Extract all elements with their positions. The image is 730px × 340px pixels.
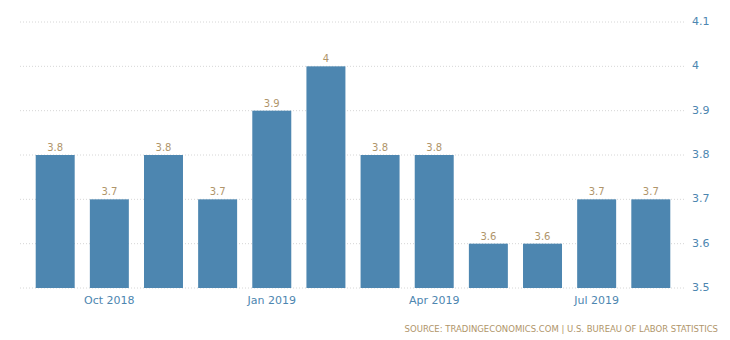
data-label: 3.7 (101, 186, 117, 197)
data-label: 3.7 (210, 186, 226, 197)
grid-line (20, 110, 686, 111)
data-label: 3.9 (264, 98, 280, 109)
bar (361, 155, 400, 288)
chart-container: 3.53.63.73.83.944.13.83.73.83.73.943.83.… (0, 0, 730, 340)
bar (36, 155, 75, 288)
data-label: 3.8 (372, 142, 388, 153)
x-tick-label: Oct 2018 (84, 294, 135, 307)
bar (577, 199, 616, 288)
data-label: 3.8 (426, 142, 442, 153)
data-label: 4 (323, 53, 329, 64)
grid (20, 22, 686, 288)
chart: 3.53.63.73.83.944.13.83.73.83.73.943.83.… (0, 0, 730, 340)
bar (469, 244, 508, 288)
y-tick-label: 4 (692, 59, 699, 72)
x-tick-label: Apr 2019 (409, 294, 460, 307)
bars (36, 66, 671, 288)
y-tick-label: 4.1 (692, 15, 710, 28)
bar (90, 199, 129, 288)
bar (252, 111, 291, 288)
data-label: 3.7 (589, 186, 605, 197)
x-tick-label: Jul 2019 (573, 294, 619, 307)
grid-line (20, 22, 686, 23)
bar (306, 66, 345, 288)
y-tick-label: 3.7 (692, 192, 710, 205)
bar (523, 244, 562, 288)
x-axis: Oct 2018 Jan 2019 Apr 2019 Jul 2019 (84, 294, 619, 307)
source-note: SOURCE: TRADINGECONOMICS.COM | U.S. BURE… (405, 324, 718, 334)
grid-line (20, 66, 686, 67)
grid-line (20, 155, 686, 156)
bar (144, 155, 183, 288)
data-label: 3.7 (643, 186, 659, 197)
y-tick-label: 3.5 (692, 281, 710, 294)
data-label: 3.8 (47, 142, 63, 153)
y-axis: 3.5 3.6 3.7 3.8 3.9 4 4.1 (692, 15, 710, 294)
y-tick-label: 3.8 (692, 148, 710, 161)
y-tick-label: 3.6 (692, 237, 710, 250)
data-label: 3.6 (535, 231, 551, 242)
bar (631, 199, 670, 288)
x-tick-label: Jan 2019 (247, 294, 296, 307)
bar (415, 155, 454, 288)
data-label: 3.6 (480, 231, 496, 242)
data-label: 3.8 (156, 142, 172, 153)
data-labels: 3.8 3.7 3.8 3.7 3.9 4 3.8 3.8 3.6 3.6 3.7 3.7 (47, 53, 659, 241)
y-tick-label: 3.9 (692, 104, 710, 117)
bar (198, 199, 237, 288)
